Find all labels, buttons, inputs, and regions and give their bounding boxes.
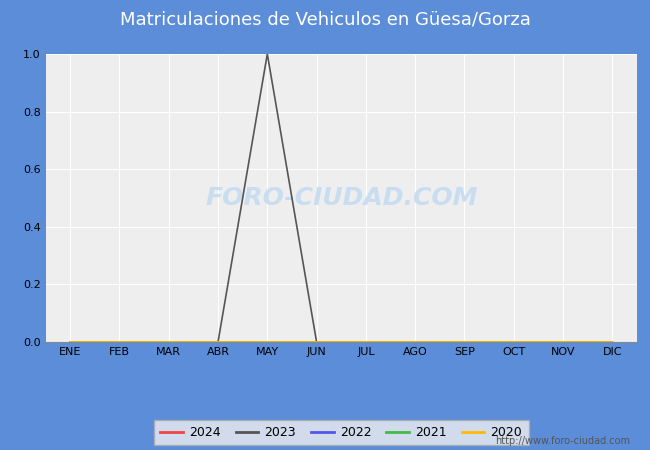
Legend: 2024, 2023, 2022, 2021, 2020: 2024, 2023, 2022, 2021, 2020 — [154, 420, 528, 445]
Text: Matriculaciones de Vehiculos en Güesa/Gorza: Matriculaciones de Vehiculos en Güesa/Go… — [120, 10, 530, 28]
Text: FORO-CIUDAD.COM: FORO-CIUDAD.COM — [205, 186, 478, 210]
Text: http://www.foro-ciudad.com: http://www.foro-ciudad.com — [495, 436, 630, 446]
